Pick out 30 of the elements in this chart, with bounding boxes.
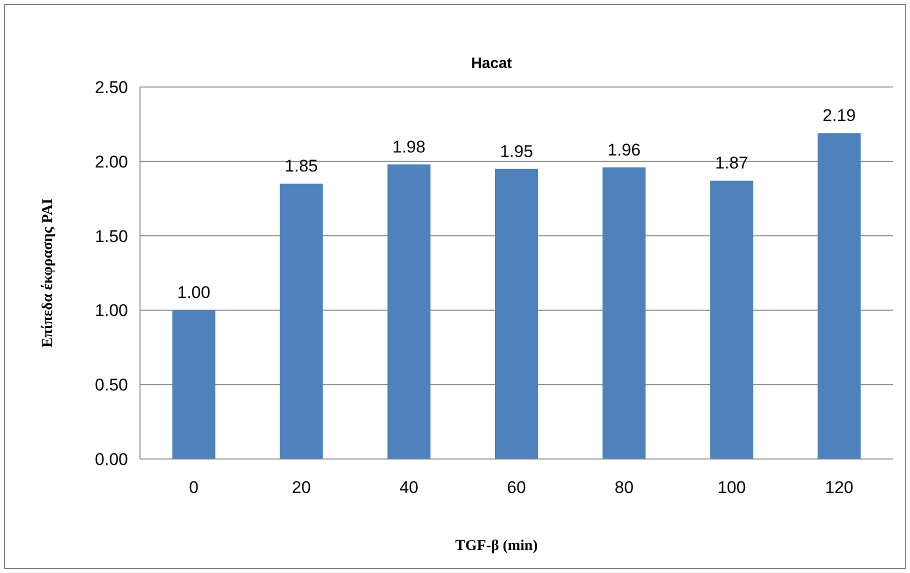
bar bbox=[280, 184, 323, 459]
data-label: 1.95 bbox=[500, 142, 534, 161]
data-label: 1.85 bbox=[284, 156, 318, 176]
x-tick-label: 40 bbox=[399, 478, 418, 497]
data-label: 1.87 bbox=[715, 154, 748, 173]
data-label: 2.19 bbox=[822, 106, 856, 126]
y-tick-label: 2.00 bbox=[94, 152, 128, 172]
data-label: 1.00 bbox=[177, 283, 210, 302]
x-tick-label: 100 bbox=[717, 478, 746, 497]
bar bbox=[387, 164, 430, 459]
chart-title: Hacat bbox=[471, 55, 512, 72]
y-tick-label: 1.50 bbox=[94, 226, 128, 246]
y-axis-title: Επίπεδα έκφρασης PAI bbox=[40, 198, 56, 348]
bar bbox=[818, 133, 861, 459]
data-label: 1.98 bbox=[392, 137, 426, 156]
data-label: 1.96 bbox=[608, 140, 641, 160]
y-tick-label: 0.50 bbox=[94, 376, 128, 395]
y-tick-label: 0.00 bbox=[94, 450, 128, 469]
x-tick-label: 60 bbox=[507, 478, 526, 497]
y-tick-label: 1.00 bbox=[94, 301, 128, 320]
x-tick-label: 120 bbox=[825, 478, 854, 497]
bar bbox=[172, 310, 216, 459]
bar bbox=[710, 180, 754, 459]
x-tick-label: 0 bbox=[189, 478, 199, 497]
y-tick-label: 2.50 bbox=[94, 78, 128, 97]
x-tick-label: 20 bbox=[292, 478, 311, 497]
bar bbox=[494, 168, 538, 459]
x-tick-label: 80 bbox=[614, 478, 634, 497]
x-axis-title: TGF-β (min) bbox=[455, 538, 538, 554]
bar bbox=[602, 167, 646, 459]
